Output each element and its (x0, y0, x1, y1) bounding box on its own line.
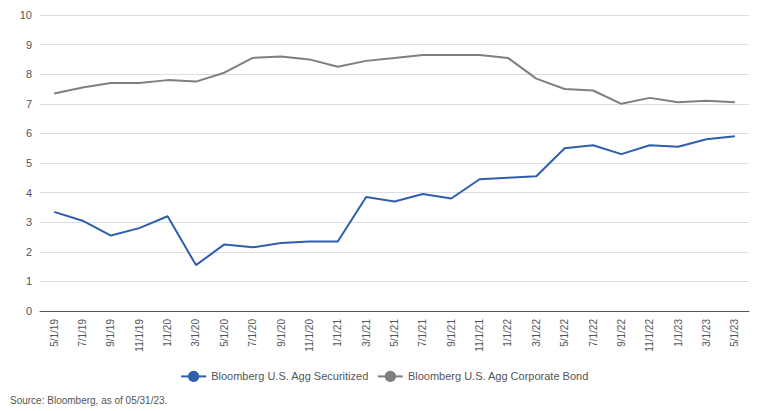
svg-text:7: 7 (26, 98, 32, 110)
svg-text:7/1/21: 7/1/21 (417, 319, 428, 347)
svg-text:3/1/20: 3/1/20 (190, 319, 201, 347)
svg-text:9/1/21: 9/1/21 (446, 319, 457, 347)
svg-text:7/1/19: 7/1/19 (77, 319, 88, 347)
svg-text:6: 6 (26, 127, 32, 139)
svg-text:1/1/23: 1/1/23 (673, 319, 684, 347)
svg-text:11/1/22: 11/1/22 (644, 319, 655, 352)
svg-text:5/1/20: 5/1/20 (219, 319, 230, 347)
svg-text:10: 10 (20, 9, 32, 21)
svg-text:3: 3 (26, 216, 32, 228)
svg-text:5/1/19: 5/1/19 (49, 319, 60, 347)
svg-text:Source: Bloomberg, as of 05/31: Source: Bloomberg, as of 05/31/23. (10, 395, 167, 406)
svg-text:11/1/21: 11/1/21 (474, 319, 485, 352)
svg-text:7/1/22: 7/1/22 (588, 319, 599, 347)
svg-text:9/1/22: 9/1/22 (616, 319, 627, 347)
svg-text:1: 1 (26, 275, 32, 287)
svg-text:1/1/21: 1/1/21 (332, 319, 343, 347)
svg-text:9/1/19: 9/1/19 (105, 319, 116, 347)
svg-text:5/1/22: 5/1/22 (559, 319, 570, 347)
svg-text:11/1/20: 11/1/20 (304, 319, 315, 352)
svg-text:11/1/19: 11/1/19 (134, 319, 145, 352)
svg-text:1/1/20: 1/1/20 (162, 319, 173, 347)
svg-text:9/1/20: 9/1/20 (276, 319, 287, 347)
svg-text:2: 2 (26, 246, 32, 258)
svg-text:Bloomberg U.S. Agg Corporate B: Bloomberg U.S. Agg Corporate Bond (408, 370, 588, 382)
svg-text:3/1/23: 3/1/23 (701, 319, 712, 347)
svg-text:3/1/21: 3/1/21 (361, 319, 372, 347)
svg-text:0: 0 (26, 305, 32, 317)
svg-text:4: 4 (26, 187, 32, 199)
svg-text:7/1/20: 7/1/20 (247, 319, 258, 347)
svg-text:Bloomberg U.S. Agg Securitized: Bloomberg U.S. Agg Securitized (211, 370, 368, 382)
svg-text:8: 8 (26, 68, 32, 80)
svg-text:5: 5 (26, 157, 32, 169)
svg-text:9: 9 (26, 39, 32, 51)
svg-text:5/1/23: 5/1/23 (729, 319, 740, 347)
svg-text:3/1/22: 3/1/22 (531, 319, 542, 347)
svg-text:1/1/22: 1/1/22 (502, 319, 513, 347)
svg-text:5/1/21: 5/1/21 (389, 319, 400, 347)
